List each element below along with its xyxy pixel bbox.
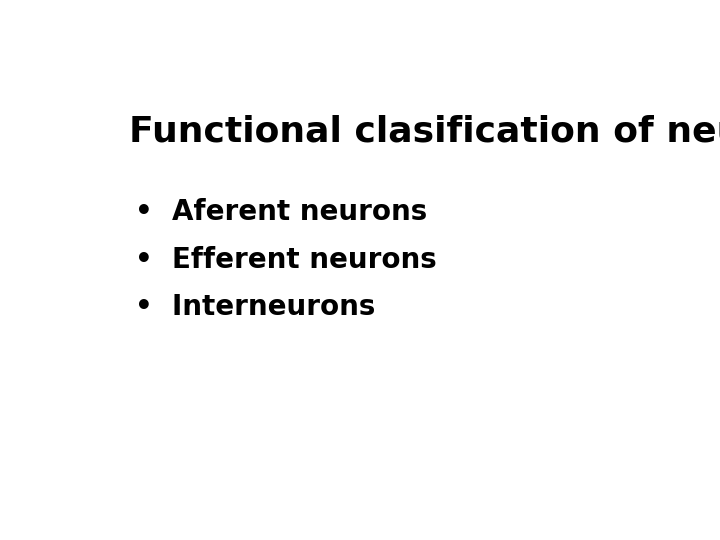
Text: Functional clasification of neurons: Functional clasification of neurons [129,114,720,148]
Text: •  Efferent neurons: • Efferent neurons [135,246,436,274]
Text: •  Interneurons: • Interneurons [135,293,375,321]
Text: •  Aferent neurons: • Aferent neurons [135,198,427,226]
